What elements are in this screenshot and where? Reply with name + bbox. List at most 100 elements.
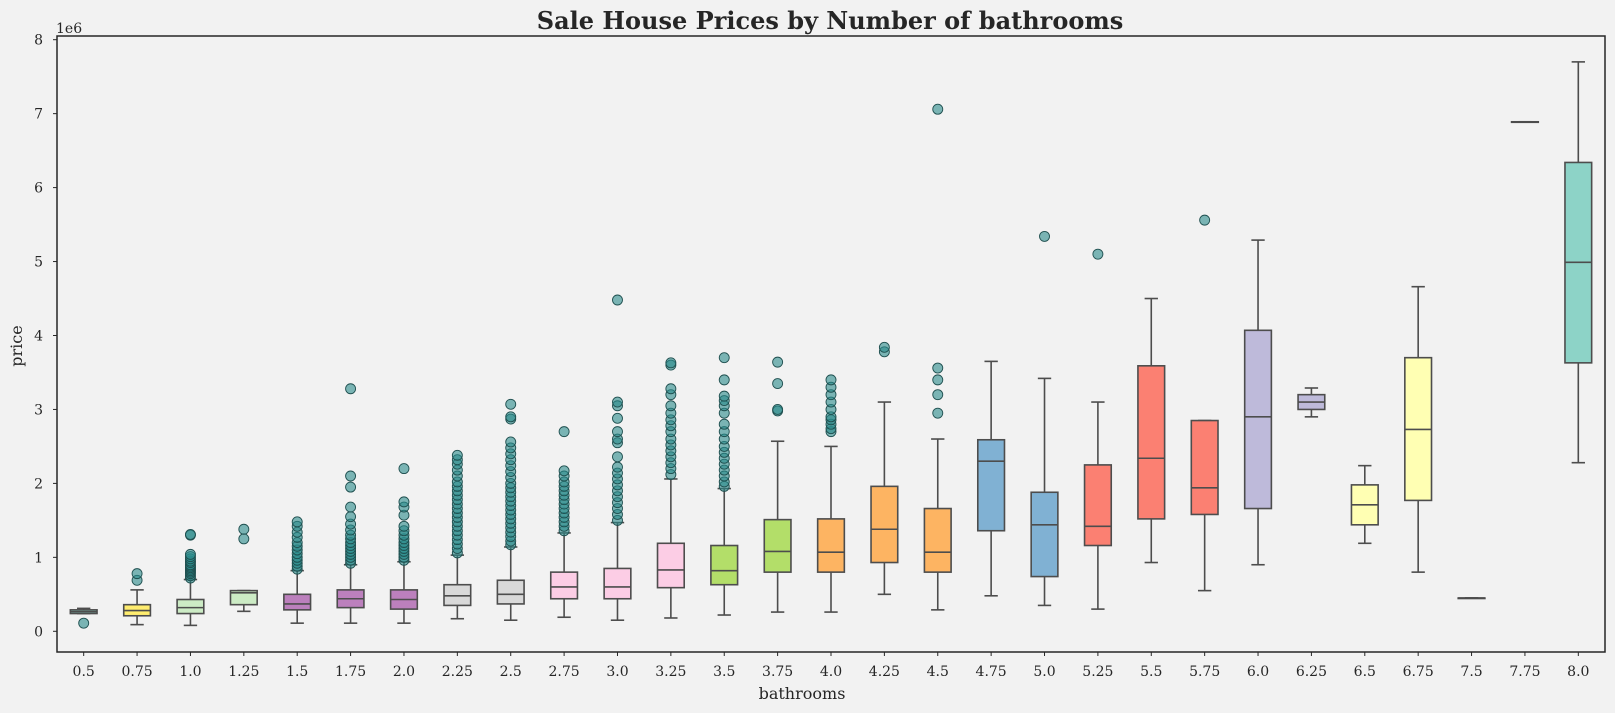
plot-frame: [56, 35, 1606, 653]
x-tick-label: 1.5: [286, 664, 308, 680]
y-axis-label: price: [7, 325, 26, 366]
y-tick-label: 2: [34, 476, 43, 492]
y-tick-label: 1: [34, 550, 43, 566]
outlier-point: [398, 496, 410, 508]
x-tick-label: 5.25: [1082, 664, 1113, 680]
outlier-point: [1039, 230, 1050, 242]
outlier-point: [184, 548, 196, 560]
outlier-point: [558, 426, 570, 438]
outlier-point: [184, 528, 196, 540]
y-tick-label: 4: [34, 328, 43, 344]
outlier-point: [932, 103, 944, 115]
outlier-point: [131, 568, 143, 580]
outlier-point: [772, 356, 784, 368]
outlier-point: [238, 523, 250, 535]
box: [976, 438, 1006, 532]
box: [710, 544, 739, 586]
outlier-point: [238, 533, 250, 545]
outlier-point: [78, 617, 90, 629]
x-tick-label: 4.25: [869, 664, 900, 680]
box: [496, 579, 525, 605]
outlier-point: [345, 501, 357, 513]
outlier-point: [665, 400, 677, 412]
x-tick-label: 6.25: [1296, 664, 1327, 680]
x-tick-label: 0.75: [121, 664, 152, 680]
box: [229, 589, 258, 606]
x-tick-label: 4.5: [927, 664, 949, 680]
outlier-point: [612, 461, 623, 473]
outlier-point: [612, 451, 623, 463]
outlier-point: [718, 352, 730, 364]
x-tick-label: 5.0: [1033, 664, 1055, 680]
x-tick-label: 4.75: [976, 664, 1007, 680]
x-tick-label: 2.25: [442, 664, 473, 680]
outlier-point: [932, 407, 944, 419]
chart-title: Sale House Prices by Number of bathrooms: [537, 6, 1124, 35]
outlier-point: [718, 374, 730, 386]
outlier-point: [1199, 214, 1211, 226]
outlier-point: [345, 481, 357, 493]
box: [549, 571, 579, 600]
box: [656, 542, 686, 589]
y-tick-label: 8: [34, 33, 43, 49]
outlier-point: [612, 294, 623, 306]
x-tick-label: 3.5: [713, 664, 735, 680]
outlier-point: [612, 426, 623, 438]
outlier-point: [345, 383, 357, 395]
box: [870, 485, 899, 564]
outlier-point: [878, 341, 890, 353]
outlier-point: [398, 520, 410, 532]
x-tick-label: 0.5: [73, 664, 95, 680]
x-tick-label: 3.25: [655, 664, 686, 680]
x-tick-label: 4.0: [820, 664, 842, 680]
outlier-point: [932, 389, 944, 401]
outlier-point: [505, 398, 517, 410]
box: [923, 507, 952, 573]
x-tick-label: 6.75: [1403, 664, 1434, 680]
outlier-point: [665, 357, 677, 369]
x-axis-label: bathrooms: [759, 684, 846, 703]
outlier-point: [398, 463, 410, 475]
x-tick-label: 2.0: [393, 664, 415, 680]
outlier-point: [825, 374, 837, 386]
box: [603, 567, 632, 600]
x-tick-label: 8.0: [1567, 664, 1589, 680]
outlier-point: [451, 449, 463, 461]
box: [1030, 491, 1059, 578]
y-tick-label: 5: [34, 255, 43, 271]
box: [1190, 419, 1219, 516]
plot-area: 0 1 2 3 4 5 6 7 8 0.5 0.75 1.0 1.25 1.5 1.75 2.0 2.25 2.5…: [34, 33, 1593, 680]
outlier-point: [932, 362, 944, 374]
x-tick-label: 1.0: [179, 664, 201, 680]
outlier-point: [612, 412, 623, 424]
outlier-point: [505, 411, 517, 423]
outlier-point: [505, 436, 517, 448]
x-tick-label: 6.0: [1247, 664, 1269, 680]
outlier-point: [772, 378, 784, 390]
outlier-point: [345, 511, 357, 523]
outlier-point: [612, 396, 623, 408]
x-tick-label: 3.0: [606, 664, 628, 680]
y-scale-label: 1e6: [56, 21, 82, 37]
x-tick-label: 2.5: [500, 664, 522, 680]
outlier-point: [772, 403, 784, 415]
x-tick-label: 5.5: [1140, 664, 1162, 680]
x-tick-label: 7.75: [1509, 664, 1540, 680]
x-tick-label: 5.75: [1189, 664, 1220, 680]
y-tick-label: 6: [34, 181, 43, 197]
box: [1243, 329, 1273, 510]
outlier-point: [718, 418, 730, 430]
outlier-point: [932, 374, 944, 386]
x-tick-label: 1.75: [335, 664, 366, 680]
y-tick-label: 0: [34, 624, 43, 640]
x-tick-label: 1.25: [228, 664, 259, 680]
y-tick-label: 3: [34, 402, 43, 418]
box: [1083, 464, 1113, 547]
box: [763, 518, 792, 573]
x-tick-label: 2.75: [549, 664, 580, 680]
box: [283, 593, 312, 611]
x-tick-label: 7.5: [1460, 664, 1482, 680]
outlier-point: [345, 470, 357, 482]
